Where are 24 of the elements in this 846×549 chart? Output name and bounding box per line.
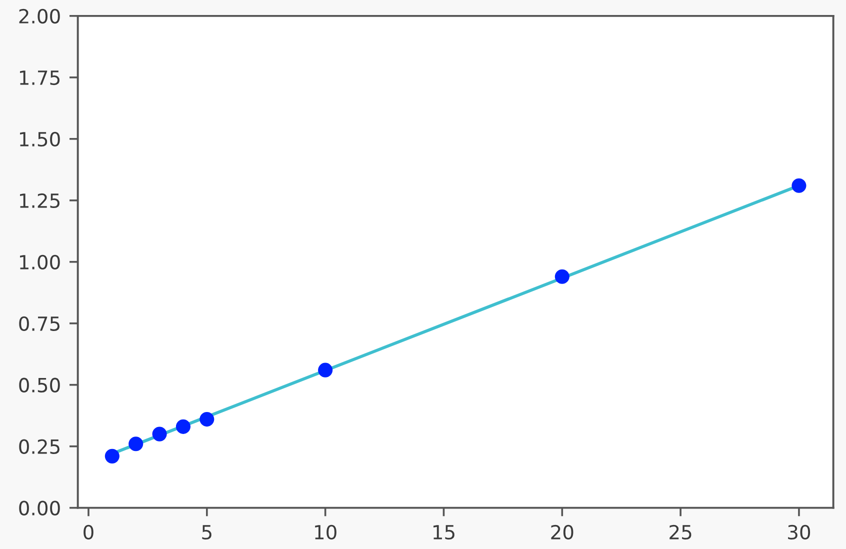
x-tick-label: 30 [788,524,810,540]
y-tick-label: 2.00 [19,8,60,24]
y-tick-label: 0.50 [19,378,60,393]
point [200,412,214,427]
y-tick-label: 0.75 [19,316,60,332]
x-tick-label: 5 [202,525,212,540]
y-tick-label: 1.25 [20,193,60,208]
point [318,362,333,378]
x-tick-label: 15 [433,525,454,540]
x-tick-label: 20 [551,524,574,540]
point [152,426,167,442]
y-tick-label: 0.25 [19,439,60,454]
point [176,419,191,434]
point [128,436,144,452]
y-tick-label: 0.00 [19,500,60,516]
point [554,269,570,284]
y-tick-label: 1.00 [20,254,60,270]
y-tick-label: 1.75 [20,70,60,86]
x-tick-label: 25 [670,524,692,540]
point [792,178,806,193]
y-tick-label: 1.50 [20,132,60,147]
point [104,448,120,464]
x-tick-label: 0 [84,524,94,540]
x-tick-label: 10 [315,524,336,540]
